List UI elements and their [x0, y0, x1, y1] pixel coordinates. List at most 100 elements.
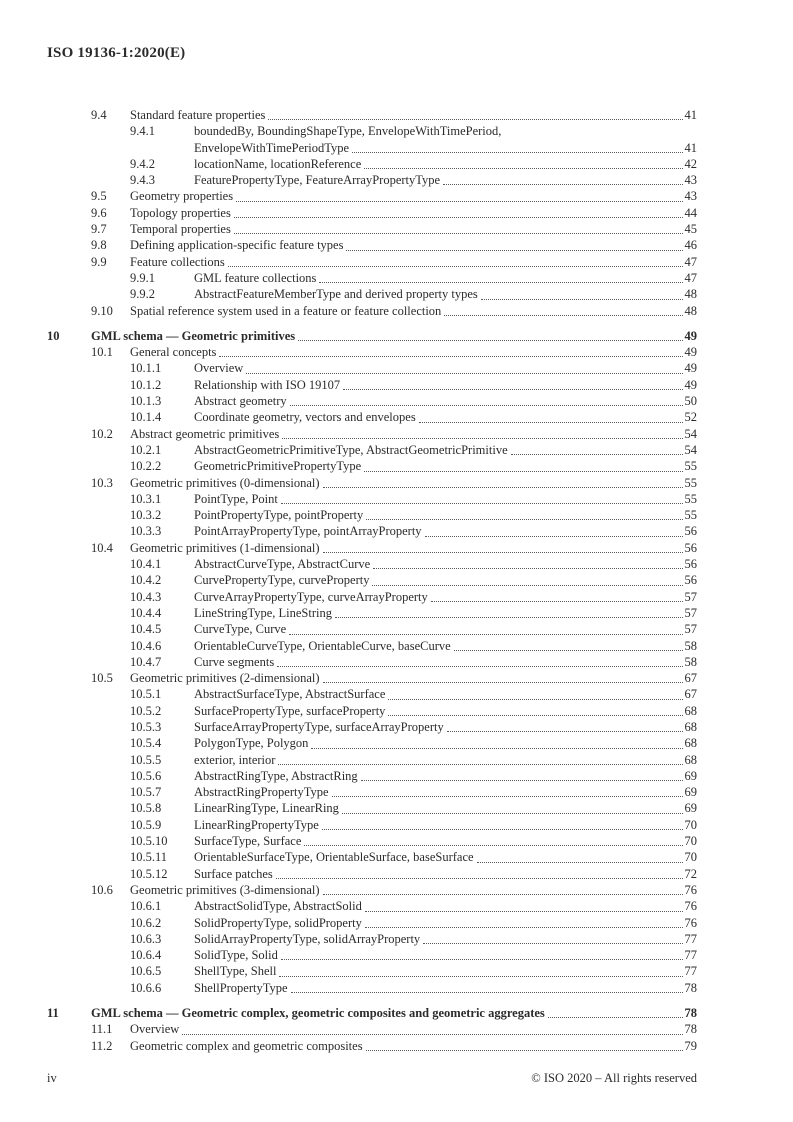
toc-entry[interactable]: 10.6 Geometric primitives (3-dimensional… — [47, 882, 697, 898]
toc-entry[interactable]: 10.3.3 PointArrayPropertyType, pointArra… — [47, 523, 697, 539]
toc-entry[interactable]: 10.6.2 SolidPropertyType, solidProperty 7… — [47, 915, 697, 931]
toc-entry[interactable]: 10.5.7 AbstractRingPropertyType 69 — [47, 784, 697, 800]
toc-entry-title: exterior, interior — [194, 752, 276, 767]
toc-entry[interactable]: 10.5 Geometric primitives (2-dimensional… — [47, 670, 697, 686]
toc-entry-title: boundedBy, BoundingShapeType, EnvelopeWi… — [194, 124, 502, 139]
toc-entry-body: LinearRingType, LinearRing 69 — [194, 800, 697, 816]
toc-entry[interactable]: 10.5.9 LinearRingPropertyType 70 — [47, 817, 697, 833]
toc-entry[interactable]: 10.5.4 PolygonType, Polygon 68 — [47, 735, 697, 751]
toc-entry[interactable]: 9.5 Geometry properties 43 — [47, 188, 697, 204]
toc-entry[interactable]: 10.4.5 CurveType, Curve 57 — [47, 621, 697, 637]
toc-entry[interactable]: 9.4.1 boundedBy, BoundingShapeType, Enve… — [47, 123, 697, 156]
toc-entry[interactable]: 10.1.4 Coordinate geometry, vectors and … — [47, 409, 697, 425]
toc-leader-dots — [233, 205, 683, 219]
toc-entry-title: LinearRingType, LinearRing — [194, 801, 339, 816]
toc-entry-number: 10.3.1 — [130, 491, 162, 506]
toc-entry[interactable]: 10.5.10 SurfaceType, Surface 70 — [47, 833, 697, 849]
toc-entry[interactable]: 10.5.2 SurfacePropertyType, surfacePrope… — [47, 703, 697, 719]
toc-entry[interactable]: 10.5.3 SurfaceArrayPropertyType, surface… — [47, 719, 697, 735]
toc-entry[interactable]: 10.6.1 AbstractSolidType, AbstractSolid 7… — [47, 898, 697, 914]
toc-entry[interactable]: 10.4.2 CurvePropertyType, curveProperty 5… — [47, 572, 697, 588]
toc-entry-title: GML schema — Geometric complex, geometri… — [91, 1006, 545, 1021]
toc-entry[interactable]: 9.9 Feature collections 47 — [47, 254, 697, 270]
toc-entry[interactable]: 11.2 Geometric complex and geometric com… — [47, 1038, 697, 1054]
toc-entry[interactable]: 9.4.3 FeaturePropertyType, FeatureArrayP… — [47, 172, 697, 188]
toc-entry[interactable]: 9.10 Spatial reference system used in a … — [47, 303, 697, 319]
toc-entry-number: 10.1.4 — [130, 410, 162, 425]
toc-entry[interactable]: 10.1.3 Abstract geometry 50 — [47, 393, 697, 409]
toc-entry-body: Abstract geometric primitives 54 — [130, 426, 697, 442]
toc-entry-page: 78 — [684, 1006, 698, 1021]
toc-entry[interactable]: 10.5.8 LinearRingType, LinearRing 69 — [47, 800, 697, 816]
toc-entry[interactable]: 10.6.6 ShellPropertyType 78 — [47, 980, 697, 996]
toc-entry[interactable]: 10.2 Abstract geometric primitives 54 — [47, 426, 697, 442]
toc-entry-number: 9.4.2 — [130, 156, 155, 171]
toc-entry-page: 57 — [684, 622, 698, 637]
toc-entry[interactable]: 10.4.1 AbstractCurveType, AbstractCurve 5… — [47, 556, 697, 572]
toc-entry-page: 41 — [684, 108, 698, 122]
toc-entry[interactable]: 10.5.1 AbstractSurfaceType, AbstractSurf… — [47, 686, 697, 702]
toc-entry[interactable]: 10.5.12 Surface patches 72 — [47, 866, 697, 882]
toc-entry-body: Feature collections 47 — [130, 254, 697, 270]
toc-entry-body: Abstract geometry 50 — [194, 393, 697, 409]
toc-entry-title: AbstractRingPropertyType — [194, 785, 329, 800]
toc-entry-page: 67 — [684, 671, 698, 686]
toc-entry[interactable]: 11.1 Overview 78 — [47, 1021, 697, 1037]
toc-entry[interactable]: 10.3 Geometric primitives (0-dimensional… — [47, 475, 697, 491]
toc-entry-title: Geometric primitives (2-dimensional) — [130, 671, 320, 686]
toc-entry[interactable]: 10.3.1 PointType, Point 55 — [47, 491, 697, 507]
toc-entry[interactable]: 10.4.3 CurveArrayPropertyType, curveArra… — [47, 589, 697, 605]
toc-entry-number: 10.6 — [91, 882, 113, 897]
toc-leader-dots — [280, 491, 683, 505]
toc-entry-body: PointArrayPropertyType, pointArrayProper… — [194, 523, 697, 539]
toc-entry[interactable]: 9.8 Defining application-specific featur… — [47, 237, 697, 253]
toc-entry[interactable]: 10.6.4 SolidType, Solid 77 — [47, 947, 697, 963]
toc-entry[interactable]: 9.7 Temporal properties 45 — [47, 221, 697, 237]
toc-entry-title: SolidArrayPropertyType, solidArrayProper… — [194, 931, 421, 946]
toc-entry[interactable]: 9.6 Topology properties 44 — [47, 205, 697, 221]
toc-leader-dots — [278, 752, 683, 765]
toc-leader-dots — [388, 686, 683, 700]
toc-leader-dots — [388, 703, 683, 716]
toc-entry-body: CurveArrayPropertyType, curveArrayProper… — [194, 589, 697, 605]
toc-leader-dots — [335, 605, 683, 619]
toc-entry-page: 69 — [684, 785, 698, 800]
toc-entry[interactable]: 10.3.2 PointPropertyType, pointProperty 5… — [47, 507, 697, 523]
toc-entry[interactable]: 10.1.1 Overview 49 — [47, 360, 697, 376]
toc-entry[interactable]: 9.4 Standard feature properties 41 — [47, 107, 697, 123]
toc-entry-body: GML schema — Geometric complex, geometri… — [91, 1005, 697, 1021]
toc-entry[interactable]: 10.4.4 LineStringType, LineString 57 — [47, 605, 697, 621]
toc-leader-dots — [343, 377, 683, 391]
toc-entry[interactable]: 9.9.1 GML feature collections 47 — [47, 270, 697, 286]
toc-leader-dots — [372, 572, 683, 586]
toc-entry[interactable]: 10.5.6 AbstractRingType, AbstractRing 69 — [47, 768, 697, 784]
toc-entry[interactable]: 10.4 Geometric primitives (1-dimensional… — [47, 540, 697, 556]
toc-entry[interactable]: 10.5.11 OrientableSurfaceType, Orientabl… — [47, 849, 697, 865]
toc-entry[interactable]: 11 GML schema — Geometric complex, geome… — [47, 1005, 697, 1021]
toc-entry[interactable]: 10.1.2 Relationship with ISO 19107 49 — [47, 377, 697, 393]
toc-entry[interactable]: 10.5.5 exterior, interior 68 — [47, 752, 697, 768]
toc-entry[interactable]: 10.4.7 Curve segments 58 — [47, 654, 697, 670]
toc-entry-page: 69 — [684, 768, 698, 783]
toc-entry-page: 55 — [684, 475, 698, 490]
toc-entry-page: 45 — [684, 222, 698, 237]
toc-entry[interactable]: 10.1 General concepts 49 — [47, 344, 697, 360]
toc-entry-number: 10.4.5 — [130, 622, 162, 637]
toc-entry[interactable]: 10.6.3 SolidArrayPropertyType, solidArra… — [47, 931, 697, 947]
toc-entry[interactable]: 10.2.1 AbstractGeometricPrimitiveType, A… — [47, 442, 697, 458]
toc-leader-dots — [279, 963, 683, 977]
page-footer: iv © ISO 2020 – All rights reserved — [47, 1071, 697, 1086]
toc-entry-page: 47 — [684, 270, 698, 285]
toc-entry-number: 10.1.2 — [130, 377, 162, 392]
toc-entry[interactable]: 9.4.2 locationName, locationReference 42 — [47, 156, 697, 172]
toc-entry-body: SolidArrayPropertyType, solidArrayProper… — [194, 931, 697, 947]
toc-leader-dots — [446, 719, 683, 733]
toc-entry-number: 11 — [47, 1006, 59, 1021]
toc-leader-dots — [360, 768, 683, 782]
toc-entry[interactable]: 10.2.2 GeometricPrimitivePropertyType 55 — [47, 458, 697, 474]
toc-entry[interactable]: 10.4.6 OrientableCurveType, OrientableCu… — [47, 638, 697, 654]
toc-entry[interactable]: 9.9.2 AbstractFeatureMemberType and deri… — [47, 286, 697, 302]
toc-entry[interactable]: 10.6.5 ShellType, Shell 77 — [47, 963, 697, 979]
toc-entry-title: Feature collections — [130, 254, 225, 269]
toc-entry[interactable]: 10 GML schema — Geometric primitives 49 — [47, 328, 697, 344]
